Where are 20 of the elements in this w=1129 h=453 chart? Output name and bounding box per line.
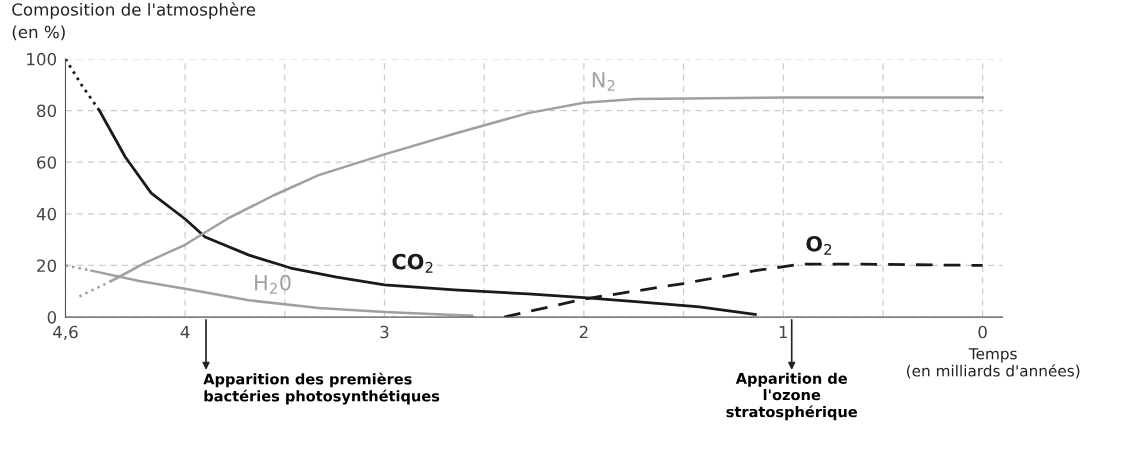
text: Apparition des premières bactéries photosynthétiques	[203, 372, 440, 405]
y-tick-label: 0	[47, 311, 57, 324]
x-tick-label: 4	[180, 325, 190, 339]
y-tick-label: 60	[37, 156, 57, 169]
y-axis-title: Composition de l'atmosphère (en %)	[12, 2, 256, 41]
y-tick-label: 20	[37, 259, 57, 273]
series-label: N$_{2}$	[592, 72, 615, 91]
x-tick-label: 4,6	[53, 325, 78, 341]
x-tick-label: 2	[579, 325, 588, 339]
x-axis-title: Temps (en milliards d'années)	[907, 348, 1080, 379]
text: Apparition de l'ozone stratosphérique	[726, 372, 857, 421]
series-label: CO$_{2}$	[392, 253, 433, 273]
y-tick-label: 100	[27, 52, 57, 66]
y-tick-label: 80	[37, 104, 57, 118]
x-tick-label: 3	[380, 325, 389, 339]
series-label: O$_{2}$	[806, 235, 832, 255]
x-tick-label: 1	[779, 325, 787, 339]
series-label: H$_{2}$0	[255, 274, 291, 294]
y-tick-label: 40	[36, 207, 57, 221]
x-tick-label: 0	[978, 325, 987, 339]
